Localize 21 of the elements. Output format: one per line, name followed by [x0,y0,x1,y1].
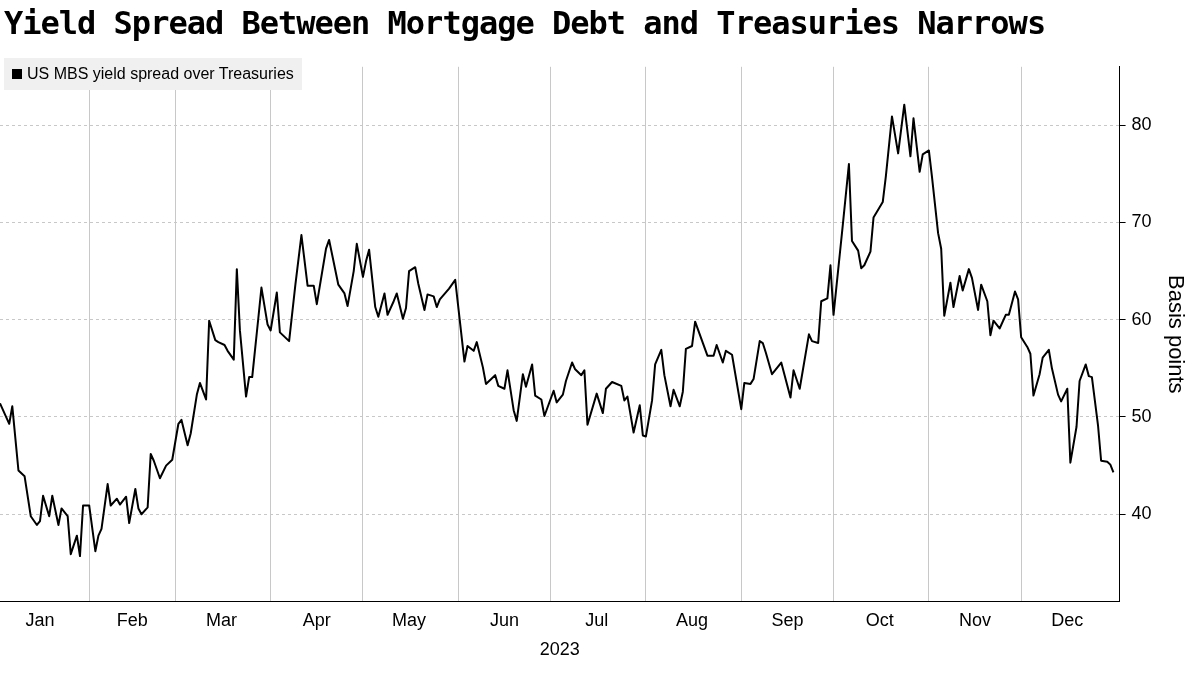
y-tick-label: 80 [1131,114,1152,135]
x-tick-label: Feb [116,609,148,630]
x-tick-label: Sep [771,609,804,630]
x-tick-label: Oct [865,609,894,630]
y-tick-label: 50 [1131,405,1152,426]
chart-title: Yield Spread Between Mortgage Debt and Treasuries Narrows [4,4,1046,42]
x-tick-label: Jan [25,609,55,630]
x-tick-label: Mar [205,609,237,630]
x-tick-label: Jun [489,609,519,630]
y-tick-label: 40 [1131,503,1152,524]
y-tick-label: 60 [1131,308,1152,329]
x-tick-label: Jul [585,609,609,630]
legend-label: US MBS yield spread over Treasuries [27,65,294,83]
x-tick-label: Aug [676,609,709,630]
x-tick-label: Dec [1051,609,1084,630]
x-tick-label: May [392,609,427,630]
x-tick-label: Nov [959,609,992,630]
x-tick-label: Apr [302,609,331,630]
y-axis-title: Basis points [1163,274,1189,394]
y-tick-label: 70 [1131,211,1152,232]
x-axis-title: 2023 [539,639,580,660]
